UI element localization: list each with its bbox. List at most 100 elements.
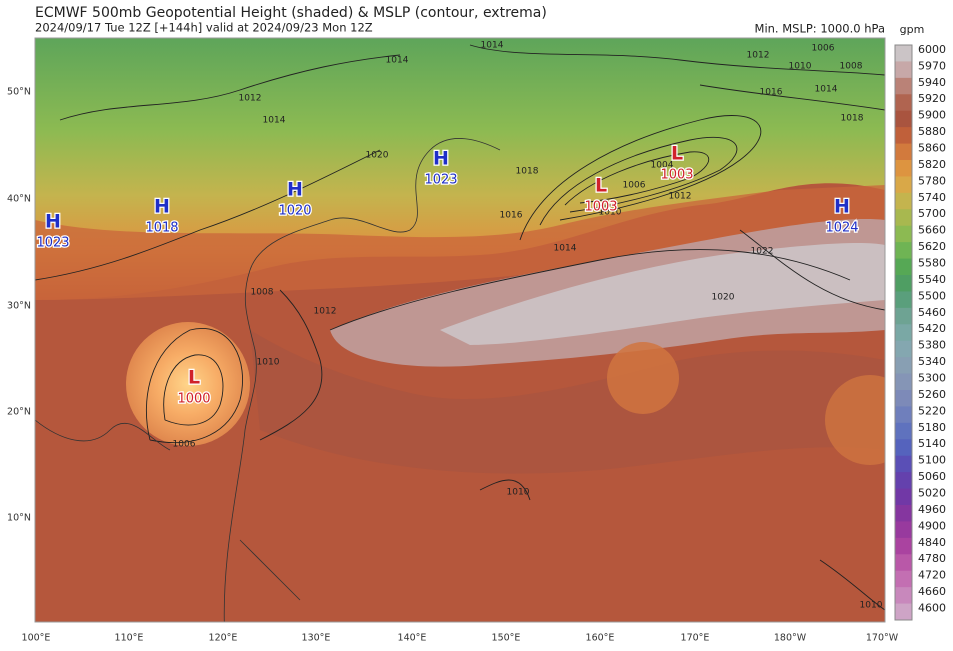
colorbar-swatch xyxy=(895,488,912,506)
contour-label: 1010 xyxy=(789,62,812,72)
colorbar-label: 5020 xyxy=(918,487,946,500)
colorbar-unit: gpm xyxy=(900,23,925,36)
colorbar-swatch xyxy=(895,160,912,177)
colorbar-swatch xyxy=(895,258,912,276)
colorbar-swatch xyxy=(895,406,912,424)
colorbar-swatch xyxy=(895,587,912,605)
colorbar-swatch xyxy=(895,209,912,227)
contours xyxy=(35,44,885,611)
colorbar-swatch xyxy=(895,176,912,194)
contour-label: 1010 xyxy=(599,208,622,218)
colorbar-label: 5420 xyxy=(918,322,946,335)
contour-label: 1014 xyxy=(263,116,286,126)
center-pressure: 1003 xyxy=(660,168,693,183)
colorbar-frame xyxy=(894,44,913,621)
lon-label: 180°W xyxy=(774,633,807,644)
map-area xyxy=(35,38,885,622)
colorbar-label: 4840 xyxy=(918,536,946,549)
contour-label: 1012 xyxy=(314,307,337,317)
contour-label: 1014 xyxy=(554,244,577,254)
colorbar-label: 4660 xyxy=(918,585,946,598)
colorbar-label: 5580 xyxy=(918,257,946,270)
center-symbol: H xyxy=(154,196,170,218)
colorbar-swatch xyxy=(895,110,912,128)
colorbar-swatch xyxy=(895,373,912,391)
colorbar-swatch xyxy=(895,505,912,522)
contour-label: 1020 xyxy=(366,151,389,161)
colorbar-label: 5260 xyxy=(918,388,946,401)
colorbar-label: 5300 xyxy=(918,372,946,385)
colorbar-label: 5740 xyxy=(918,191,946,204)
lon-label: 160°E xyxy=(586,633,615,644)
colorbar-label: 5860 xyxy=(918,142,946,155)
colorbar-swatch xyxy=(895,127,912,145)
contour-label: 1018 xyxy=(841,114,864,124)
center-pressure: 1000 xyxy=(177,392,210,407)
coastlines xyxy=(35,138,501,622)
lon-label: 150°E xyxy=(492,633,521,644)
colorbar-label: 5660 xyxy=(918,224,946,237)
warm-spot xyxy=(607,342,679,414)
colorbar-swatch xyxy=(895,324,912,342)
title: ECMWF 500mb Geopotential Height (shaded)… xyxy=(35,5,547,21)
lon-label: 110°E xyxy=(115,633,144,644)
colorbar-label: 6000 xyxy=(918,43,946,56)
colorbar-label: 5460 xyxy=(918,306,946,319)
colorbar-swatch xyxy=(895,143,912,161)
contour-label: 1016 xyxy=(500,211,523,221)
lat-label: 40°N xyxy=(7,194,31,205)
contour-label: 1014 xyxy=(815,85,838,95)
warm-spot xyxy=(825,375,885,465)
contour-label: 1012 xyxy=(239,94,262,104)
center-symbol: H xyxy=(433,148,449,170)
colorbar: 6000 5970 5940 5920 5900 5880 5860 5820 5780 5740… xyxy=(894,43,946,621)
colorbar-label: 5140 xyxy=(918,437,946,450)
contour-label: 1004 xyxy=(651,161,674,171)
contour-label: 1010 xyxy=(860,601,883,611)
colorbar-swatch xyxy=(895,537,912,555)
typhoon-shade xyxy=(126,322,250,446)
colorbar-swatch xyxy=(895,521,912,539)
colorbar-label: 5970 xyxy=(918,59,946,72)
min-mslp: Min. MSLP: 1000.0 hPa xyxy=(755,22,885,36)
center-symbol: L xyxy=(671,143,683,165)
colorbar-label: 5900 xyxy=(918,109,946,122)
colorbar-swatch xyxy=(895,275,912,292)
colorbar-swatch xyxy=(895,439,912,457)
lon-label: 100°E xyxy=(22,633,51,644)
colorbar-swatch xyxy=(895,77,912,95)
colorbar-label: 4900 xyxy=(918,519,946,532)
center-pressure: 1020 xyxy=(278,204,311,219)
orange-band xyxy=(35,185,885,300)
contour-label: 1012 xyxy=(747,51,770,61)
labels: 50°N 40°N 30°N 20°N 10°N 100°E 110°E 120°E 130°E… xyxy=(7,41,899,644)
lat-label: 10°N xyxy=(7,513,31,524)
colorbar-swatch xyxy=(895,340,912,358)
colorbar-swatch xyxy=(895,192,912,210)
colorbar-swatch xyxy=(895,357,912,375)
colorbar-label: 5780 xyxy=(918,174,946,187)
contour-label: 1022 xyxy=(751,247,774,257)
lat-label: 50°N xyxy=(7,87,31,98)
colorbar-label: 5180 xyxy=(918,421,946,434)
contour-label: 1008 xyxy=(840,62,863,72)
colorbar-swatch xyxy=(895,291,912,309)
contour-label: 1006 xyxy=(623,181,646,191)
center-symbol: H xyxy=(834,196,850,218)
colorbar-label: 5060 xyxy=(918,470,946,483)
colorbar-swatch xyxy=(895,225,912,243)
colorbar-swatch xyxy=(895,603,912,621)
contour-label: 1006 xyxy=(173,440,196,450)
colorbar-label: 4600 xyxy=(918,602,946,615)
colorbar-swatch xyxy=(895,94,912,112)
colorbar-label: 4960 xyxy=(918,503,946,516)
colorbar-label: 5220 xyxy=(918,404,946,417)
center-symbol: H xyxy=(45,211,61,233)
contour-label: 1020 xyxy=(712,293,735,303)
colorbar-label: 5880 xyxy=(918,125,946,138)
lon-label: 170°W xyxy=(866,633,899,644)
colorbar-swatch xyxy=(895,390,912,407)
contour-label: 1012 xyxy=(669,192,692,202)
center-pressure: 1024 xyxy=(825,221,858,236)
